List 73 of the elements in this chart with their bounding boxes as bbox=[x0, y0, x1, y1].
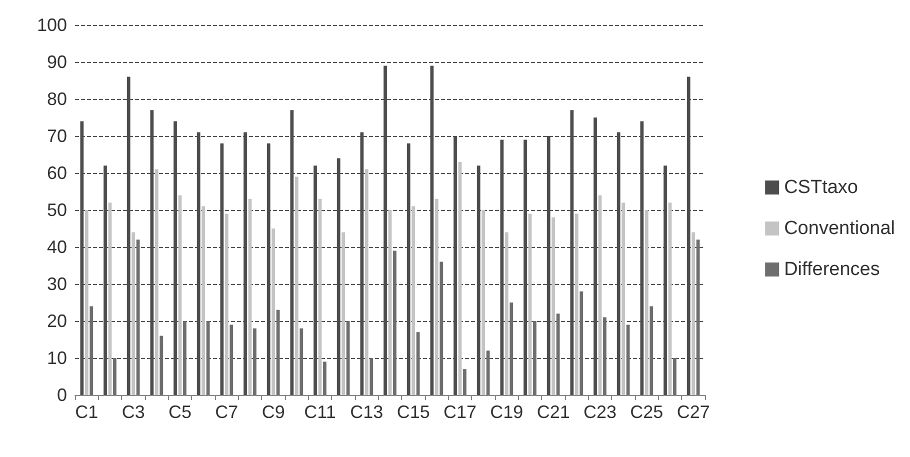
bar bbox=[224, 214, 228, 395]
bar bbox=[650, 306, 654, 395]
bar bbox=[486, 350, 490, 395]
bar bbox=[370, 358, 374, 395]
bar bbox=[202, 206, 206, 395]
bar bbox=[440, 262, 444, 395]
bar bbox=[154, 169, 158, 395]
bar bbox=[580, 291, 584, 395]
y-tick-label: 80 bbox=[46, 89, 67, 109]
bar bbox=[364, 169, 368, 395]
bar bbox=[504, 232, 508, 395]
bar bbox=[342, 232, 346, 395]
bar bbox=[393, 250, 396, 395]
bar bbox=[90, 306, 94, 395]
bar bbox=[272, 228, 276, 395]
y-tick-label: 10 bbox=[46, 348, 67, 368]
bar bbox=[276, 310, 280, 395]
bar bbox=[556, 314, 560, 395]
x-tick-label: C17 bbox=[443, 402, 477, 422]
bar bbox=[673, 358, 676, 395]
bar bbox=[644, 210, 648, 395]
bar bbox=[603, 317, 606, 395]
x-tick-label: C7 bbox=[215, 402, 238, 422]
bar bbox=[253, 328, 256, 395]
x-tick-label: C21 bbox=[536, 402, 570, 422]
bar bbox=[622, 202, 626, 395]
bar bbox=[323, 362, 326, 395]
bar bbox=[510, 302, 514, 395]
x-tick-label: C9 bbox=[262, 402, 285, 422]
y-tick-label: 30 bbox=[46, 274, 67, 294]
x-tick-label: C15 bbox=[396, 402, 430, 422]
bar bbox=[84, 210, 88, 395]
y-tick-label: 70 bbox=[46, 126, 67, 146]
x-tick-label: C5 bbox=[168, 402, 192, 422]
x-tick-label: C11 bbox=[304, 402, 336, 422]
bar bbox=[416, 332, 420, 395]
bar bbox=[160, 336, 164, 395]
bar bbox=[113, 358, 116, 395]
bar bbox=[434, 198, 438, 395]
bar bbox=[692, 232, 696, 395]
y-tick-label: 20 bbox=[46, 311, 67, 331]
bar bbox=[132, 232, 136, 395]
x-tick-label: C13 bbox=[350, 402, 384, 422]
y-tick-label: 40 bbox=[46, 237, 67, 257]
legend-label: Differences bbox=[784, 259, 880, 280]
y-tick-label: 100 bbox=[36, 15, 67, 35]
x-tick-label: C25 bbox=[630, 402, 664, 422]
bar bbox=[626, 324, 630, 395]
y-tick-label: 60 bbox=[46, 163, 67, 183]
legend-label: CSTtaxo bbox=[784, 177, 858, 198]
x-tick-label: C3 bbox=[122, 402, 145, 422]
bar bbox=[482, 210, 486, 395]
bar bbox=[206, 321, 210, 395]
y-tick-label: 50 bbox=[46, 200, 67, 220]
legend-label: Conventional bbox=[784, 218, 896, 239]
bar bbox=[412, 206, 416, 395]
bar bbox=[136, 240, 140, 395]
y-tick-label: 0 bbox=[56, 385, 67, 405]
y-tick-label: 90 bbox=[46, 52, 67, 72]
x-tick-label: C27 bbox=[676, 402, 710, 422]
x-tick-label: C1 bbox=[75, 402, 98, 422]
bar bbox=[696, 240, 700, 395]
bar bbox=[552, 217, 556, 395]
bar bbox=[346, 321, 350, 395]
bar bbox=[183, 321, 186, 395]
bar bbox=[574, 214, 578, 395]
bar bbox=[230, 324, 234, 395]
bar bbox=[463, 369, 466, 395]
x-tick-label: C19 bbox=[490, 402, 524, 422]
bar bbox=[294, 176, 298, 395]
x-tick-label: C23 bbox=[583, 402, 617, 422]
bar bbox=[300, 328, 304, 395]
bar bbox=[533, 321, 536, 395]
